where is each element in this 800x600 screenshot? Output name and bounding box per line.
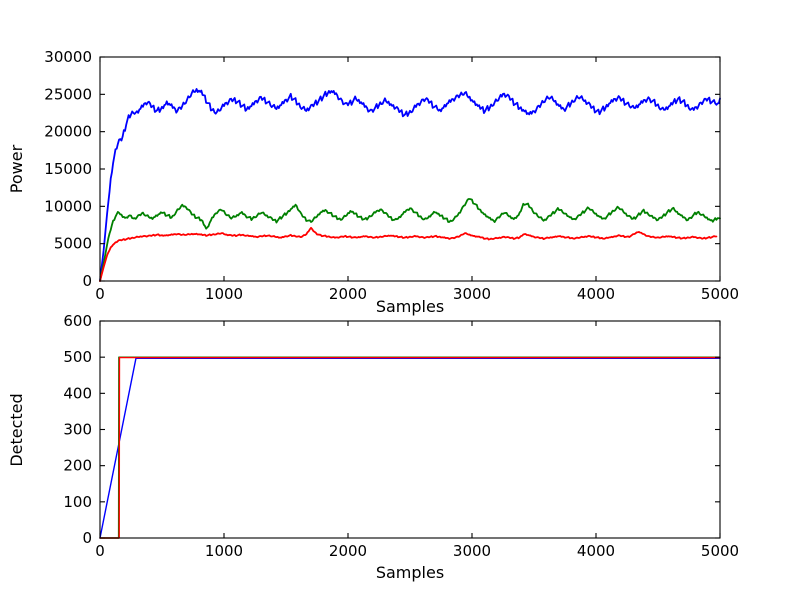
- detected-tick-group: [99, 320, 721, 539]
- x-tick-label: 3000: [453, 285, 491, 303]
- detected-subplot: 0 1000 2000 3000 4000 5000 0 100 200 300 400 500 600…: [7, 312, 739, 582]
- y-tick-label: 15000: [44, 160, 92, 178]
- detected-tick-label-group: 0 1000 2000 3000 4000 5000 0 100 200 300 400 500 600: [63, 312, 739, 560]
- y-tick-label: 500: [63, 348, 92, 366]
- x-tick-label: 5000: [701, 285, 739, 303]
- y-tick-label: 600: [63, 312, 92, 330]
- detected-x-axis-title: Samples: [376, 563, 444, 582]
- y-tick-label: 400: [63, 384, 92, 402]
- power-series-group: [99, 88, 721, 282]
- y-tick-label: 100: [63, 493, 92, 511]
- y-tick-label: 10000: [44, 197, 92, 215]
- series-green-trace: [99, 198, 721, 282]
- detected-y-axis-title: Detected: [7, 393, 26, 466]
- power-x-axis-title: Samples: [376, 297, 444, 316]
- x-tick-label: 2000: [329, 542, 367, 560]
- x-tick-label: 0: [95, 542, 105, 560]
- power-tick-group: [99, 56, 721, 282]
- y-tick-label: 200: [63, 457, 92, 475]
- y-tick-label: 0: [82, 272, 92, 290]
- y-tick-label: 30000: [44, 48, 92, 66]
- x-tick-label: 4000: [577, 542, 615, 560]
- x-tick-label: 1000: [205, 542, 243, 560]
- power-tick-label-group: 0 1000 2000 3000 4000 5000 0 5000 10000 15000 2000…: [44, 48, 739, 303]
- series-blue-trace: [99, 88, 721, 282]
- series-blue-detected: [99, 357, 721, 539]
- x-tick-label: 3000: [453, 542, 491, 560]
- y-tick-label: 25000: [44, 85, 92, 103]
- x-tick-label: 4000: [577, 285, 615, 303]
- x-tick-label: 2000: [329, 285, 367, 303]
- x-tick-label: 1000: [205, 285, 243, 303]
- power-y-axis-title: Power: [7, 144, 26, 193]
- y-tick-label: 0: [82, 529, 92, 547]
- y-tick-label: 5000: [54, 235, 92, 253]
- x-tick-label: 0: [95, 285, 105, 303]
- power-subplot: 0 1000 2000 3000 4000 5000 0 5000 10000 15000 2000…: [7, 48, 739, 316]
- x-tick-label: 5000: [701, 542, 739, 560]
- y-tick-label: 20000: [44, 123, 92, 141]
- series-red-trace: [99, 226, 718, 282]
- y-tick-label: 300: [63, 421, 92, 439]
